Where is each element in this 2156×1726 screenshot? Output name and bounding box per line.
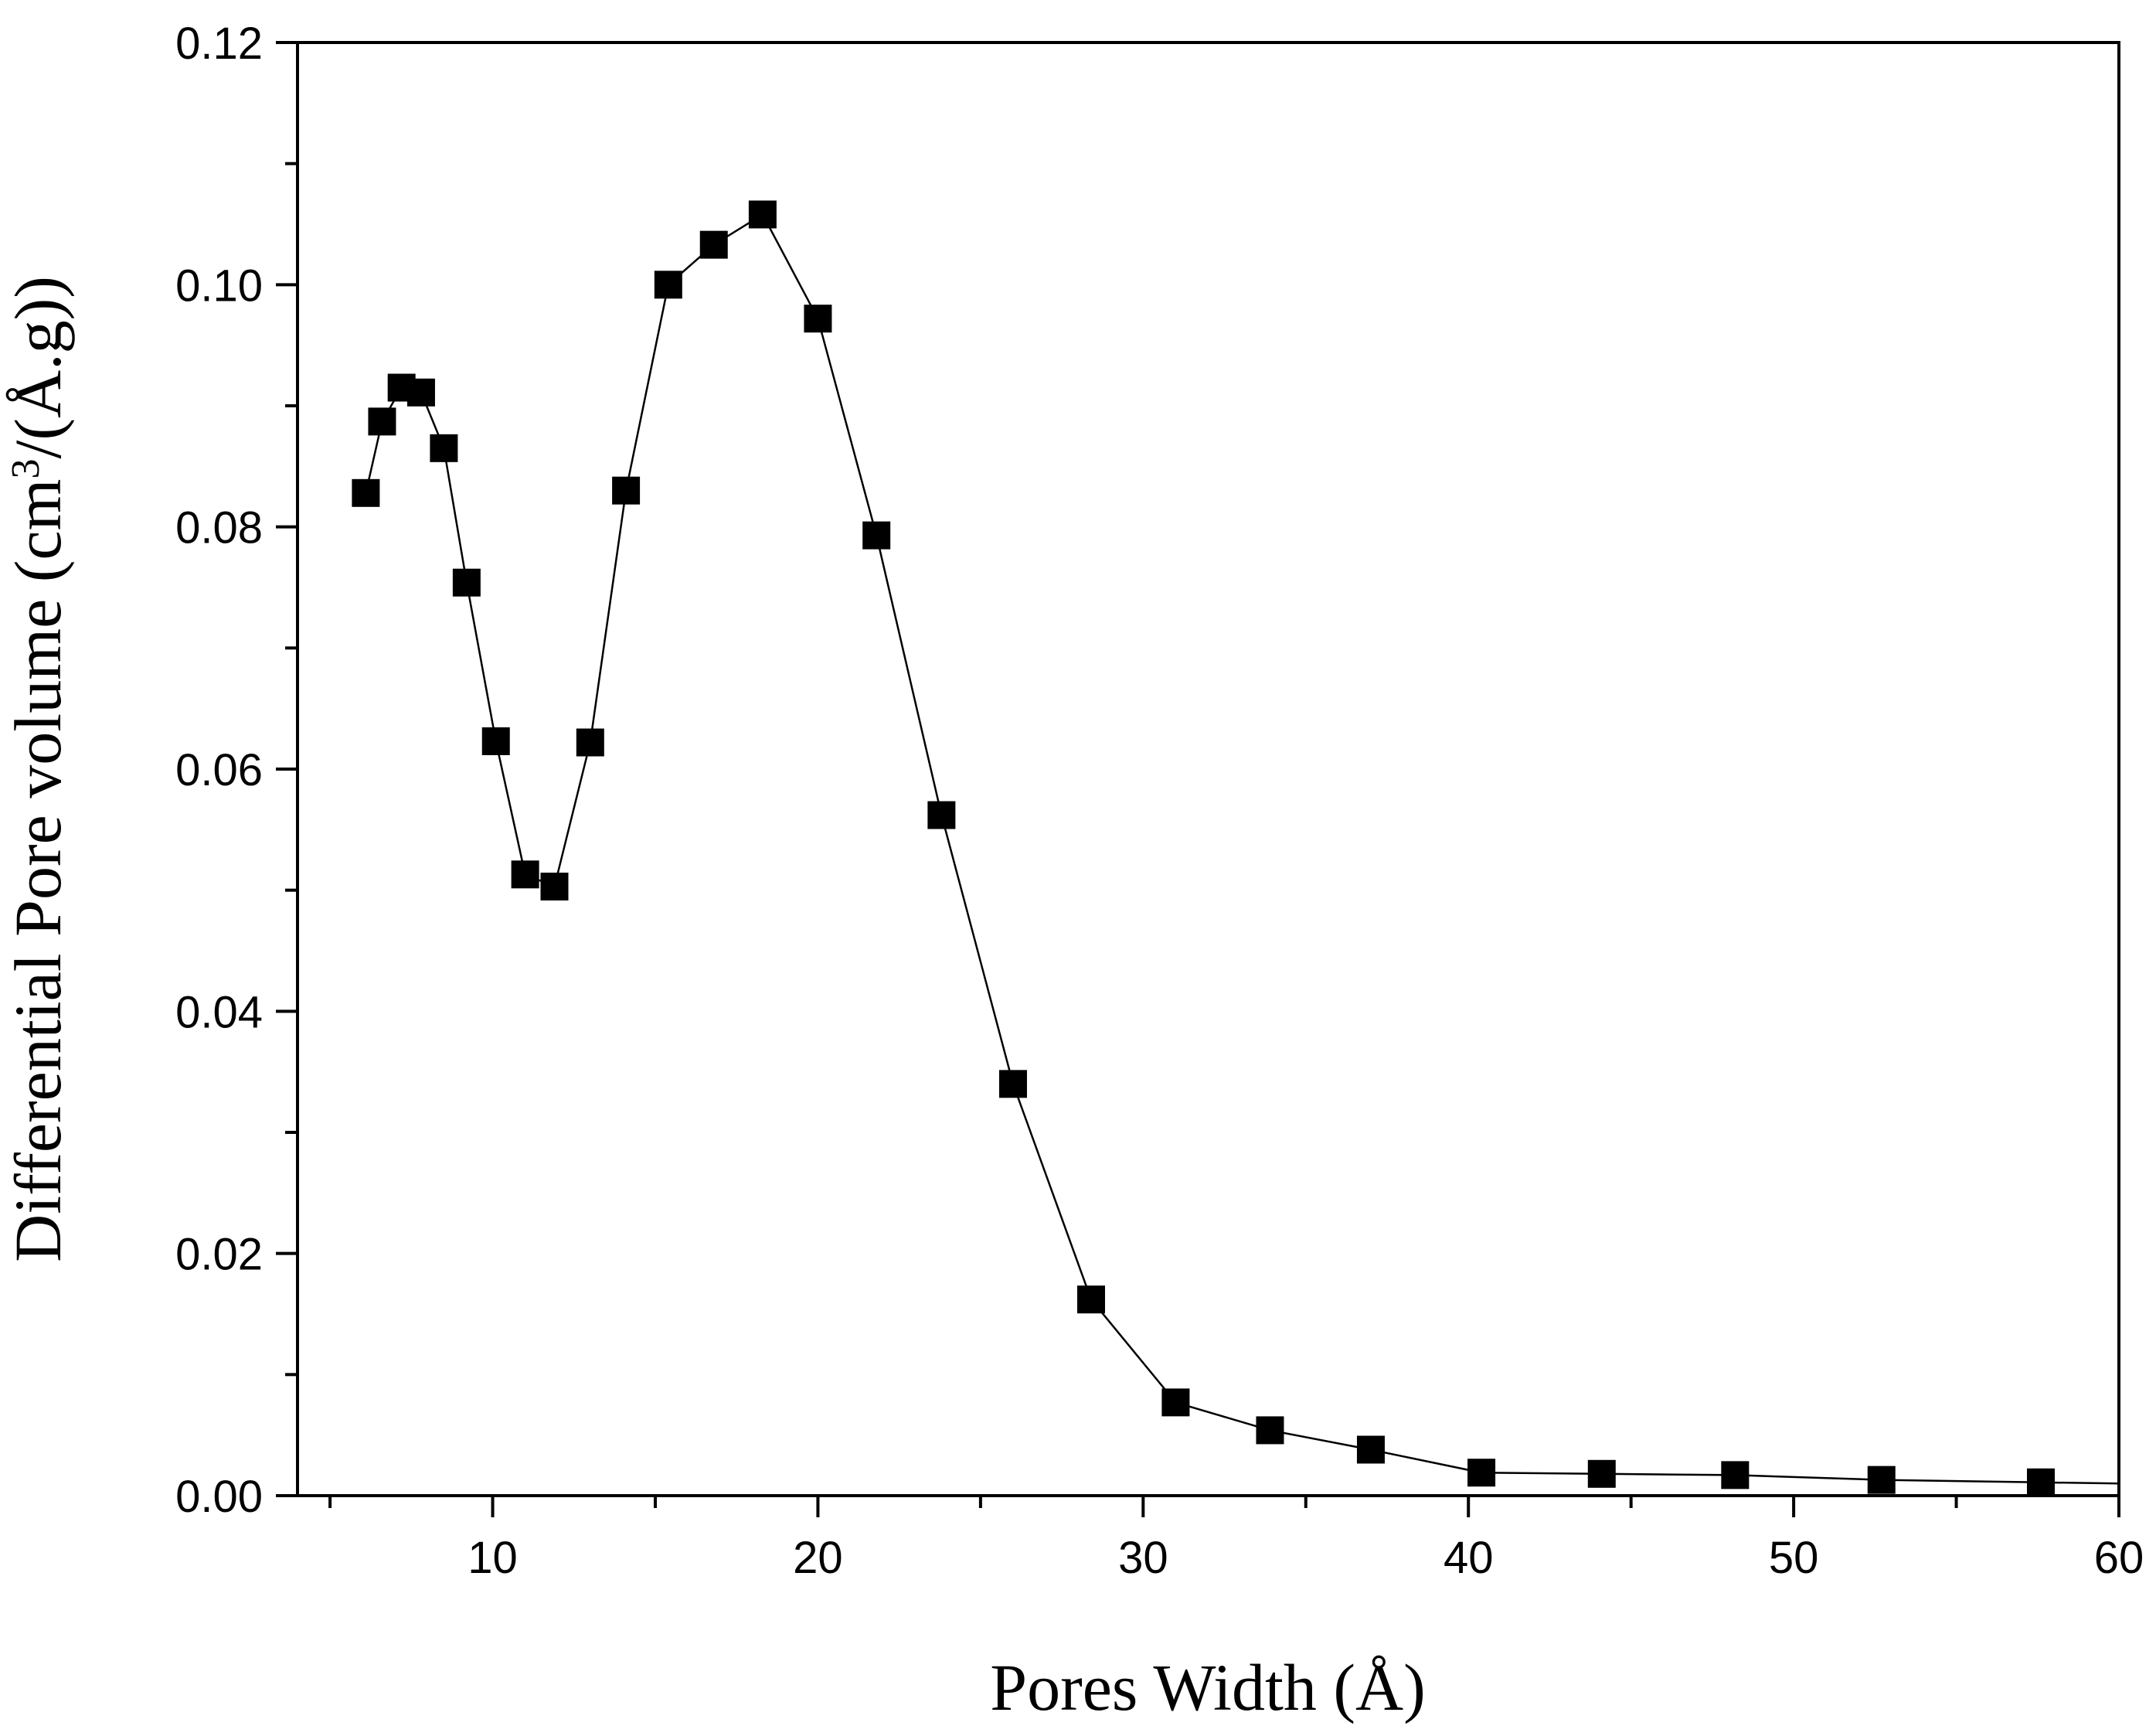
y-tick-label: 0.00 <box>175 1472 263 1522</box>
y-tick-label: 0.04 <box>175 987 263 1037</box>
y-axis-title-main: Differential Pore volume (cm <box>1 479 75 1262</box>
data-point-marker <box>1161 1388 1190 1417</box>
x-axis-ticks: 10 20 30 40 50 60 <box>328 1496 2144 1583</box>
data-point-marker <box>862 521 891 550</box>
y-axis-ticks: 0.00 0.02 0.04 0.06 0.08 0.10 0.12 <box>175 19 298 1522</box>
x-tick-label: 10 <box>468 1533 518 1583</box>
data-point-marker <box>481 727 510 755</box>
data-point-marker <box>654 271 682 299</box>
data-point-marker <box>540 872 569 900</box>
data-point-marker <box>1721 1461 1750 1489</box>
x-tick-label: 50 <box>1769 1533 1819 1583</box>
data-point-marker <box>1587 1459 1616 1488</box>
data-point-marker <box>1256 1416 1284 1445</box>
y-tick-label: 0.02 <box>175 1230 263 1280</box>
y-tick-label: 0.12 <box>175 19 263 69</box>
data-point-marker <box>612 476 641 505</box>
series-markers-group <box>352 200 2055 1496</box>
y-axis-title: Differential Pore volume (cm3/(Å.g)) <box>1 276 75 1262</box>
data-point-marker <box>1356 1435 1385 1464</box>
data-point-marker <box>2026 1468 2055 1496</box>
data-point-marker <box>352 478 380 507</box>
x-tick-label: 20 <box>793 1533 843 1583</box>
plot-frame <box>296 41 2120 1497</box>
data-point-marker <box>1867 1466 1896 1494</box>
x-axis-title: Pores Width (Å) <box>990 1650 1425 1724</box>
series-line-group <box>365 213 2120 1485</box>
y-tick-label: 0.10 <box>175 260 263 311</box>
x-tick-label: 40 <box>1444 1533 1494 1583</box>
data-point-marker <box>1076 1285 1105 1314</box>
data-point-marker <box>804 305 832 333</box>
y-axis-title-superscript: 3 <box>4 459 48 479</box>
series-line <box>365 213 2120 1485</box>
y-tick-label: 0.08 <box>175 503 263 553</box>
x-tick-label: 60 <box>2094 1533 2144 1583</box>
data-point-marker <box>430 434 458 462</box>
data-point-marker <box>452 568 481 597</box>
data-point-marker <box>406 378 435 407</box>
data-point-marker <box>576 728 604 757</box>
data-point-marker <box>998 1070 1027 1098</box>
data-point-marker <box>368 407 396 436</box>
data-point-marker <box>748 200 777 229</box>
x-tick-label: 30 <box>1118 1533 1168 1583</box>
data-point-marker <box>699 230 728 259</box>
y-tick-label: 0.06 <box>175 745 263 795</box>
data-point-marker <box>1467 1459 1496 1487</box>
y-axis-title-units: /(Å.g)) <box>1 276 75 458</box>
data-point-marker <box>927 801 956 829</box>
data-point-marker <box>511 860 539 889</box>
